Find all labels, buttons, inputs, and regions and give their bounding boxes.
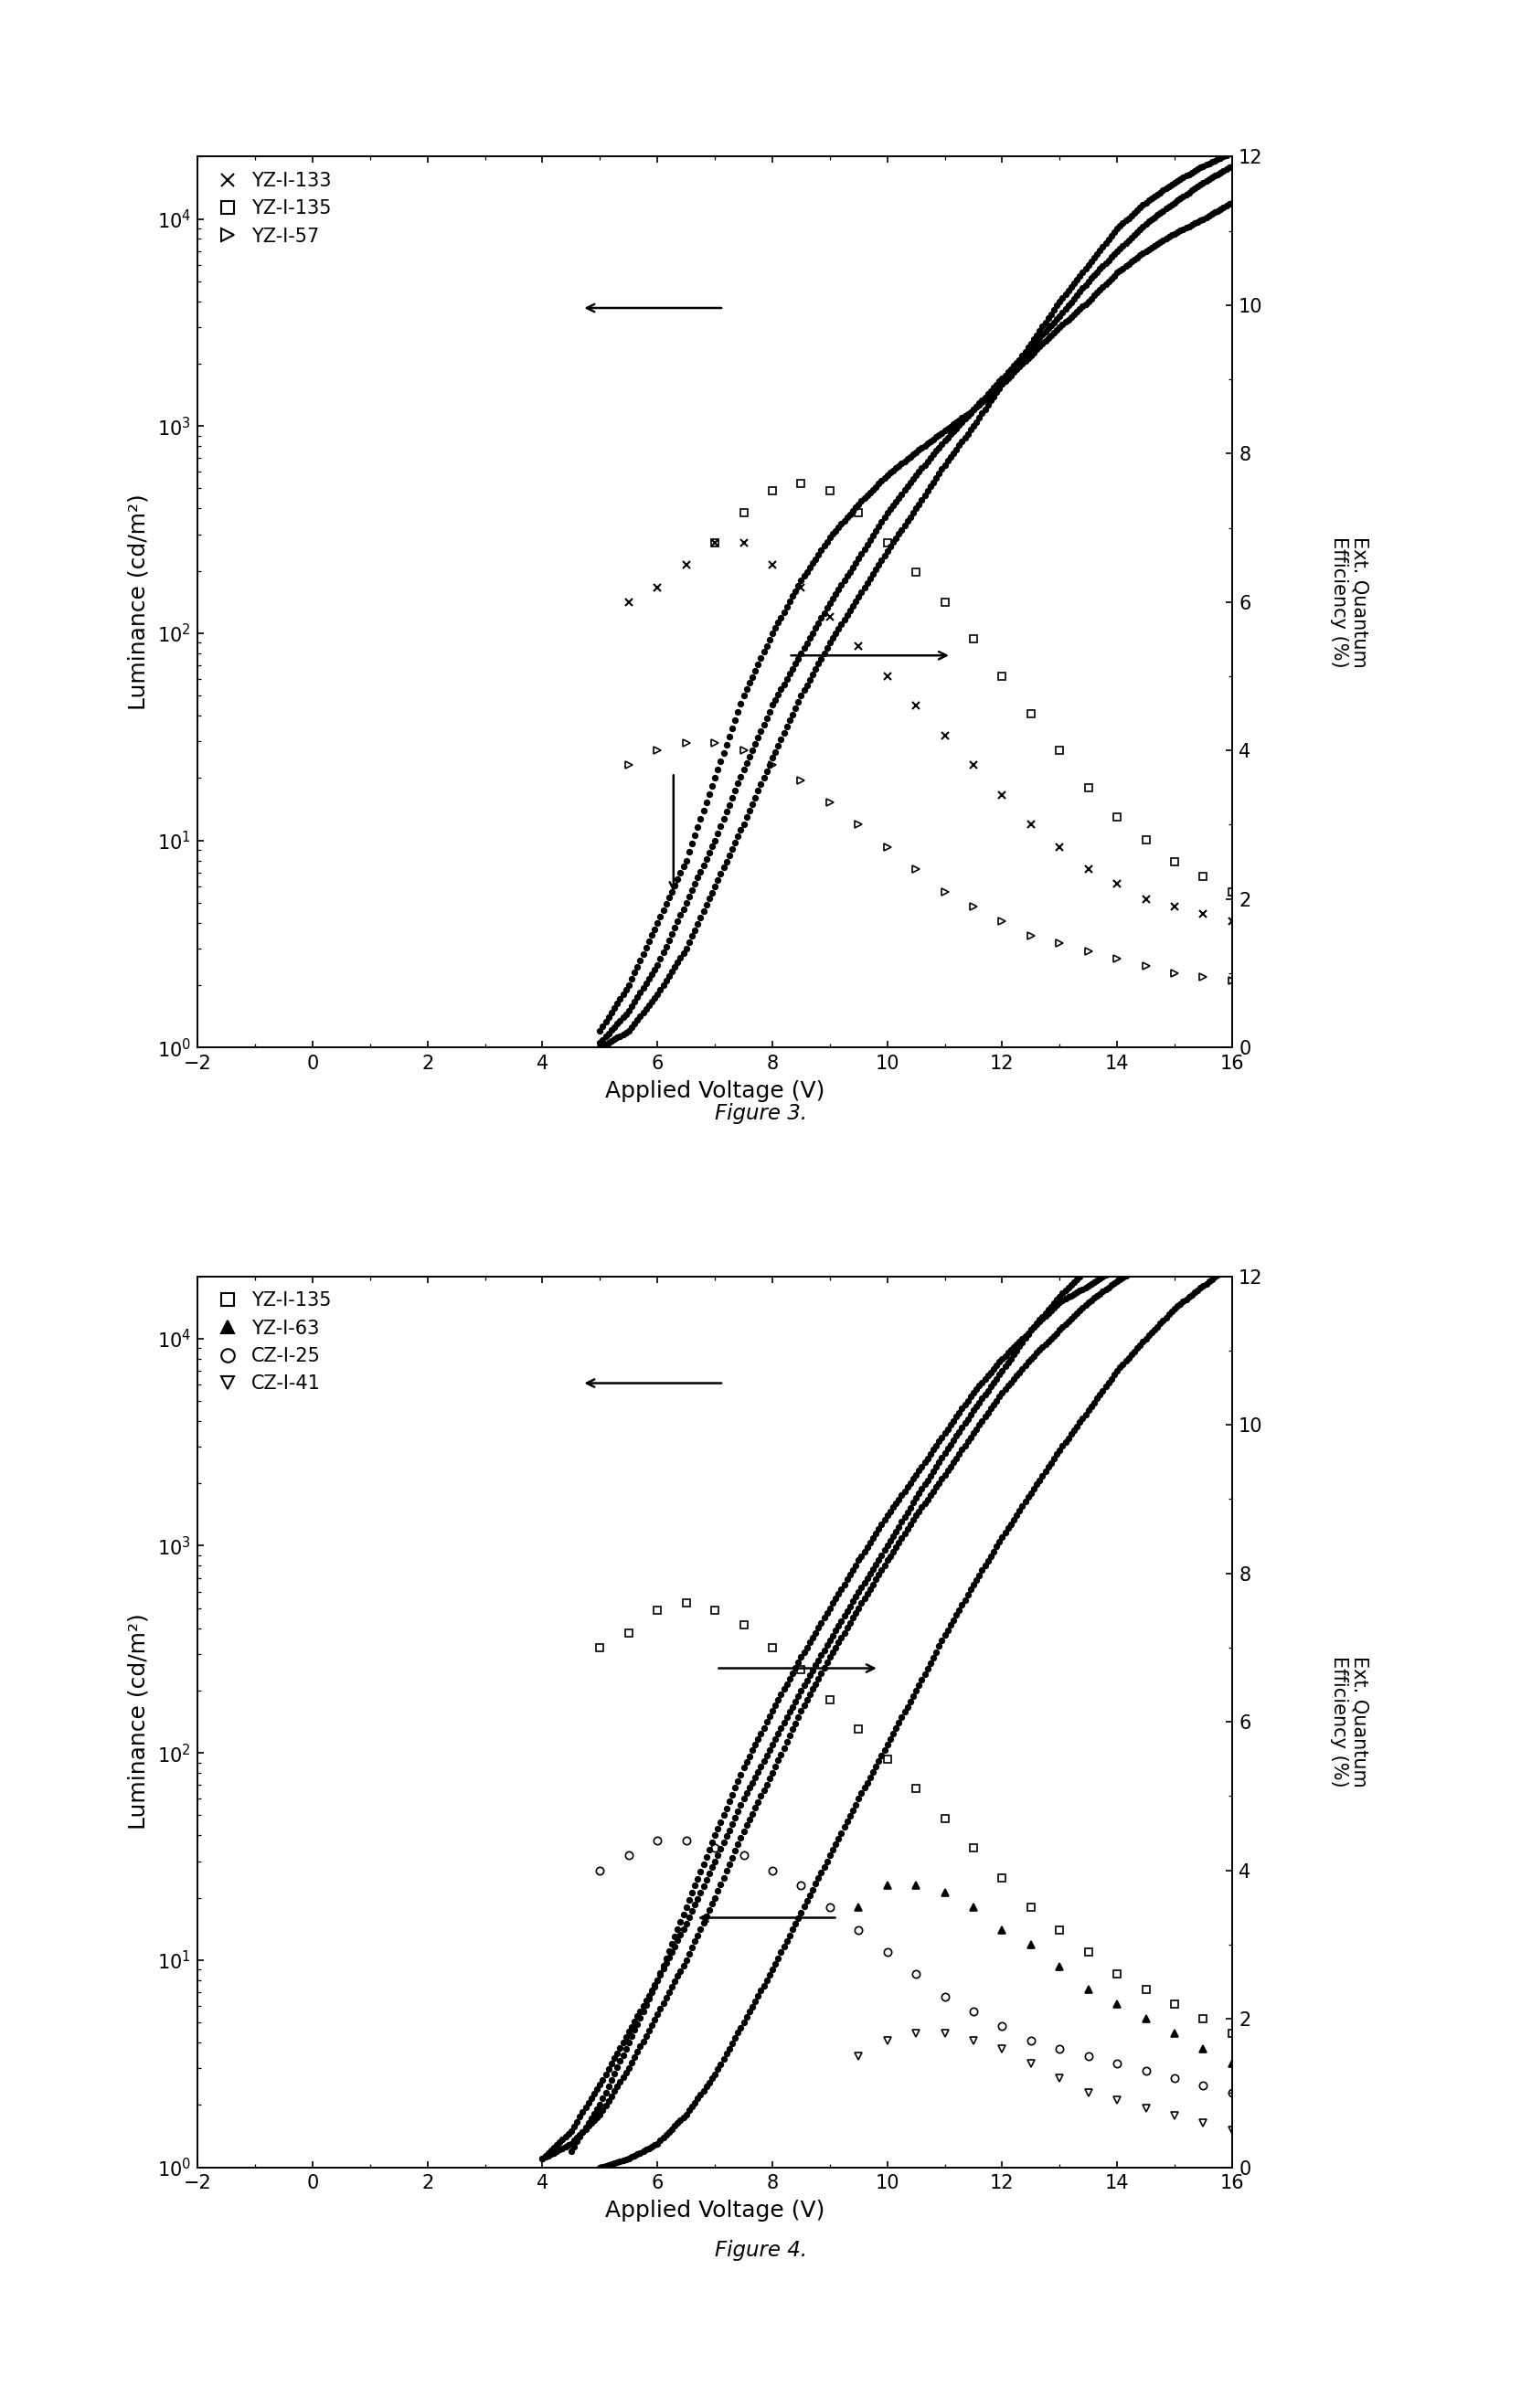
Text: Figure 4.: Figure 4. <box>715 2239 806 2261</box>
Y-axis label: Luminance (cd/m²): Luminance (cd/m²) <box>128 494 149 710</box>
X-axis label: Applied Voltage (V): Applied Voltage (V) <box>605 1081 824 1103</box>
Y-axis label: Ext. Quantum
Efficiency (%): Ext. Quantum Efficiency (%) <box>1329 1657 1369 1787</box>
Y-axis label: Ext. Quantum
Efficiency (%): Ext. Quantum Efficiency (%) <box>1329 537 1369 667</box>
Legend: YZ-I-135, YZ-I-63, CZ-I-25, CZ-I-41: YZ-I-135, YZ-I-63, CZ-I-25, CZ-I-41 <box>207 1286 336 1399</box>
Y-axis label: Luminance (cd/m²): Luminance (cd/m²) <box>128 1613 149 1830</box>
Text: Figure 3.: Figure 3. <box>715 1103 806 1125</box>
X-axis label: Applied Voltage (V): Applied Voltage (V) <box>605 2201 824 2223</box>
Legend: YZ-I-133, YZ-I-135, YZ-I-57: YZ-I-133, YZ-I-135, YZ-I-57 <box>207 166 336 250</box>
